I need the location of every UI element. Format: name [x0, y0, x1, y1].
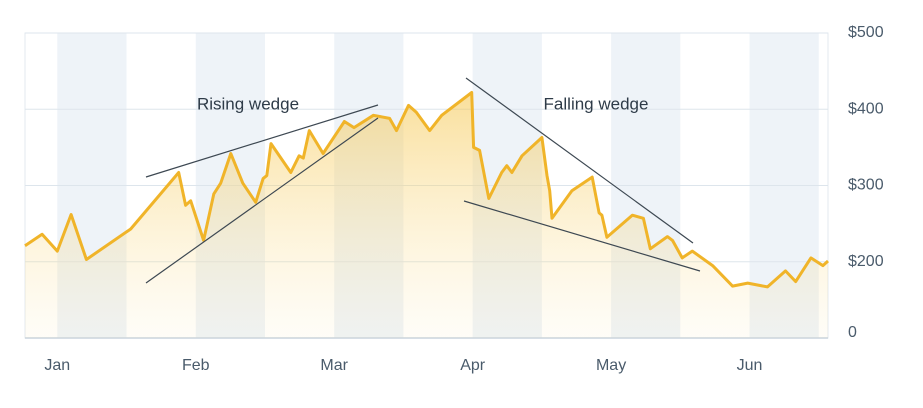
- trend-line: [145, 117, 379, 284]
- x-tick-label: Feb: [182, 357, 210, 374]
- annotation: Rising wedge: [197, 94, 299, 113]
- trend-line: [463, 200, 701, 272]
- x-tick-label: Jun: [737, 357, 763, 374]
- y-tick-label: 0: [848, 324, 857, 341]
- trend-line: [465, 77, 694, 244]
- x-tick-label: Mar: [320, 357, 348, 374]
- x-tick-label: Jan: [44, 357, 70, 374]
- y-tick-label: $500: [848, 24, 884, 41]
- x-tick-label: May: [596, 357, 626, 374]
- area-fill: [25, 92, 828, 338]
- price-line: [24, 91, 830, 289]
- x-tick-label: Apr: [460, 357, 486, 374]
- trend-line: [145, 104, 379, 178]
- y-tick-label: $200: [848, 253, 884, 270]
- y-tick-label: $400: [848, 100, 884, 117]
- annotation: Falling wedge: [544, 94, 649, 113]
- y-tick-label: $300: [848, 177, 884, 194]
